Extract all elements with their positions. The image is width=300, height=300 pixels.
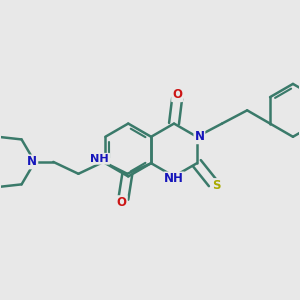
Text: NH: NH [90,154,109,164]
Text: O: O [172,88,182,101]
Text: S: S [212,179,220,192]
Text: N: N [27,155,37,168]
Text: N: N [194,130,204,143]
Text: O: O [117,196,127,209]
Text: NH: NH [164,172,184,185]
